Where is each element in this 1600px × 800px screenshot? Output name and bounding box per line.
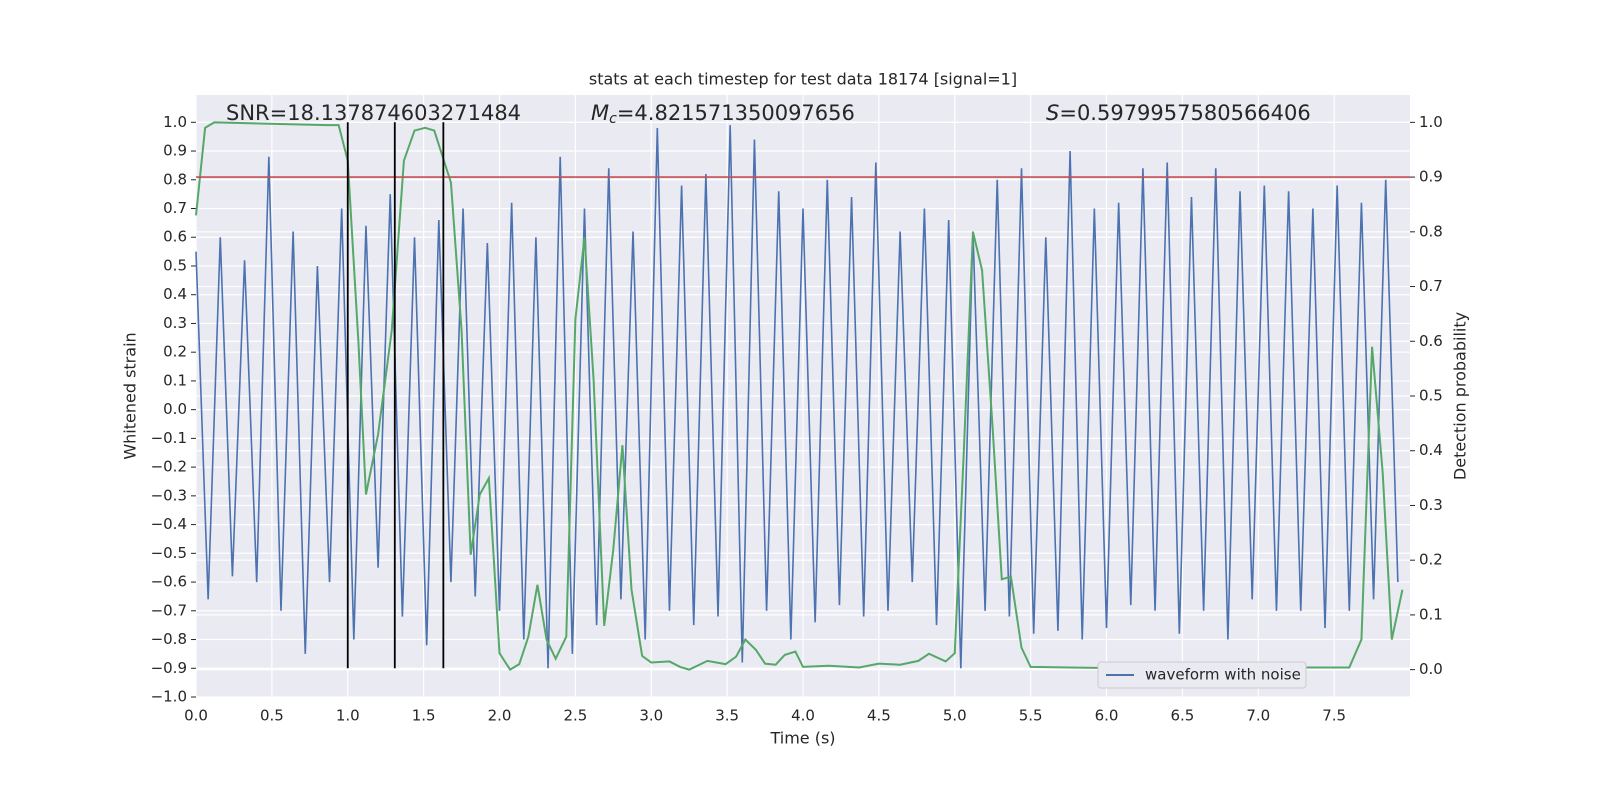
series-line	[195, 125, 1399, 669]
y2-tick-label: 0.1	[1419, 605, 1443, 623]
x-tick-label: 4.0	[791, 707, 815, 725]
y-tick-label: −0.5	[151, 544, 187, 562]
y-axis-label: Whitened strain	[121, 332, 140, 459]
y-tick-label: 0.0	[163, 400, 187, 418]
y-tick-label: 0.5	[163, 256, 187, 274]
y-tick-label: −0.6	[151, 573, 187, 591]
x-axis-label: Time (s)	[769, 729, 835, 748]
y2-tick-label: 0.0	[1419, 660, 1443, 678]
annotation-symbol: S	[1046, 101, 1059, 125]
x-tick-label: 1.0	[336, 707, 360, 725]
chart-title: stats at each timestep for test data 181…	[589, 70, 1017, 89]
x-tick-label: 6.0	[1095, 707, 1119, 725]
y-tick-label: 0.3	[163, 314, 187, 332]
x-tick-label: 0.0	[184, 707, 208, 725]
y-tick-label: 0.2	[163, 343, 187, 361]
y-tick-label: −0.7	[151, 601, 187, 619]
y2-tick-label: 0.9	[1419, 168, 1443, 186]
annotation-text: =4.821571350097656	[617, 101, 855, 125]
x-tick-label: 3.0	[639, 707, 663, 725]
y-tick-label: 0.7	[163, 199, 187, 217]
x-tick-label: 5.5	[1019, 707, 1043, 725]
y-tick-label: −0.9	[151, 659, 187, 677]
y-tick-label: −0.3	[151, 486, 187, 504]
y-tick-label: 0.1	[163, 371, 187, 389]
x-tick-label: 7.0	[1246, 707, 1270, 725]
x-tick-label: 4.5	[867, 707, 891, 725]
y2-tick-label: 0.5	[1419, 387, 1443, 405]
y-tick-label: 0.4	[163, 285, 187, 303]
y2-tick-label: 0.2	[1419, 551, 1443, 569]
x-tick-label: 6.5	[1170, 707, 1194, 725]
legend-box	[1097, 661, 1307, 689]
legend-label: waveform with noise	[1145, 666, 1301, 684]
x-tick-label: 5.0	[943, 707, 967, 725]
annotation: Mc=4.821571350097656	[591, 101, 855, 127]
y2-tick-label: 0.4	[1419, 441, 1443, 459]
y-tick-label: −0.8	[151, 630, 187, 648]
annotation: SNR=18.137874603271484	[226, 101, 521, 125]
annotation-text: SNR=18.137874603271484	[226, 101, 521, 125]
annotation-text: =0.5979957580566406	[1059, 101, 1310, 125]
y-tick-label: 1.0	[163, 113, 187, 131]
annotation-symbol: M	[591, 101, 609, 125]
x-tick-label: 7.5	[1322, 707, 1346, 725]
x-tick-label: 3.5	[715, 707, 739, 725]
x-tick-label: 2.0	[488, 707, 512, 725]
y-tick-label: 0.6	[163, 228, 187, 246]
y-tick-label: −0.2	[151, 458, 187, 476]
annotation: S=0.5979957580566406	[1046, 101, 1311, 125]
y-tick-label: −0.1	[151, 429, 187, 447]
annotation-subscript: c	[609, 111, 617, 127]
y2-tick-label: 0.6	[1419, 332, 1443, 350]
y2-tick-label: 0.7	[1419, 277, 1443, 295]
y-tick-label: 0.8	[163, 170, 187, 188]
y2-tick-label: 0.8	[1419, 222, 1443, 240]
y2-axis-label: Detection probability	[1451, 312, 1470, 480]
y-tick-label: 0.9	[163, 142, 187, 160]
y2-tick-label: 1.0	[1419, 113, 1443, 131]
y2-tick-label: 0.3	[1419, 496, 1443, 514]
x-tick-label: 0.5	[260, 707, 284, 725]
series-line	[195, 121, 1404, 671]
x-tick-label: 2.5	[563, 707, 587, 725]
y-tick-label: −1.0	[151, 688, 187, 706]
x-tick-label: 1.5	[412, 707, 436, 725]
y-tick-label: −0.4	[151, 515, 187, 533]
